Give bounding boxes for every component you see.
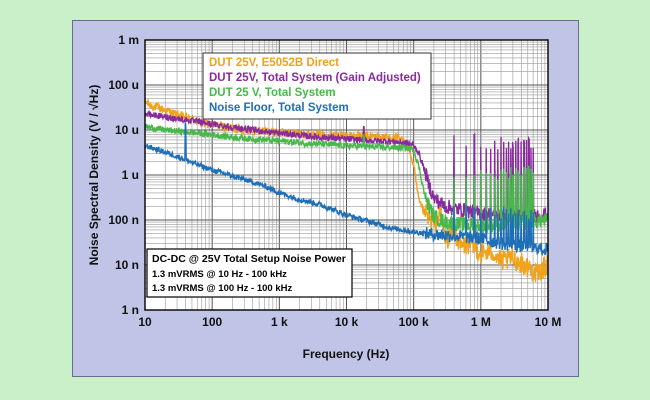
series-line-noise-floor-total-system <box>144 121 549 257</box>
series-line-dut-25v-total-system-gain-adjusted <box>144 110 549 224</box>
legend-entry-total-system-gain-adjusted: DUT 25V, Total System (Gain Adjusted) <box>209 72 421 84</box>
legend-entry-total-system: DUT 25 V, Total System <box>209 87 336 99</box>
y-tick-label: 1 n <box>122 303 139 317</box>
x-tick-label: 10 k <box>335 315 359 329</box>
x-tick-label: 10 M <box>535 315 562 329</box>
x-tick-label: 10 <box>138 315 152 329</box>
legend-entry-noise-floor: Noise Floor, Total System <box>209 102 349 114</box>
x-tick-label: 100 k <box>399 315 429 329</box>
y-tick-label: 100 n <box>108 213 139 227</box>
noise-power-annotation: DC-DC @ 25V Total Setup Noise Power 1.3 … <box>146 248 353 298</box>
legend-entry-e5052b-direct: DUT 25V, E5052B Direct <box>209 57 339 69</box>
y-tick-label: 1 u <box>122 168 139 182</box>
y-tick-labels: 1 n 10 n 100 n 1 u 10 u 100 u 1 m <box>108 33 139 317</box>
series-line-dut-25-v-total-system <box>144 123 549 234</box>
annotation-title: DC-DC @ 25V Total Setup Noise Power <box>152 253 346 265</box>
figure-panel: 10 100 1 k 10 k 100 k 1 M 10 M 1 n 10 n 100 n 1 u… <box>72 20 579 377</box>
y-tick-label: 10 u <box>115 123 139 137</box>
y-tick-label: 10 n <box>115 258 139 272</box>
x-tick-label: 100 <box>202 315 222 329</box>
plot-frame <box>144 39 549 311</box>
noise-spectral-density-chart: 10 100 1 k 10 k 100 k 1 M 10 M 1 n 10 n 100 n 1 u… <box>87 33 561 361</box>
x-tick-label: 1 M <box>471 315 491 329</box>
y-tick-label: 100 u <box>108 78 139 92</box>
y-axis-label: Noise Spectral Density (V / √Hz) <box>87 85 101 266</box>
x-tick-labels: 10 100 1 k 10 k 100 k 1 M 10 M <box>138 315 561 329</box>
annotation-line-2: 1.3 mVRMS @ 100 Hz - 100 kHz <box>152 283 292 294</box>
x-tick-label: 1 k <box>271 315 288 329</box>
legend-box <box>202 52 432 120</box>
x-axis-label: Frequency (Hz) <box>303 347 390 361</box>
y-tick-label: 1 m <box>118 33 139 47</box>
series-layer <box>144 97 549 283</box>
annotation-box <box>146 248 353 298</box>
annotation-line-1: 1.3 mVRMS @ 10 Hz - 100 kHz <box>152 269 287 280</box>
legend: DUT 25V, E5052B Direct DUT 25V, Total Sy… <box>202 52 432 120</box>
